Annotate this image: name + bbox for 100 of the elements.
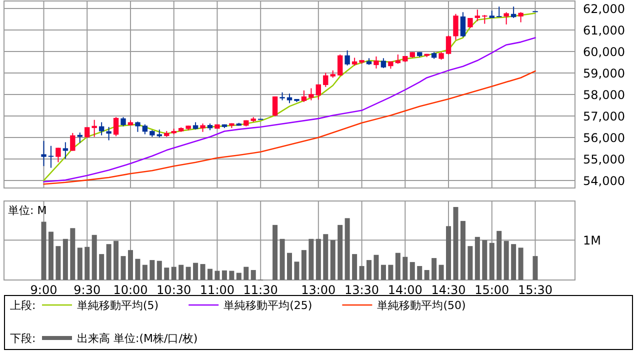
bar [301, 250, 306, 280]
bar [193, 262, 198, 280]
candlestick [92, 119, 97, 138]
bar [114, 240, 119, 280]
bar [518, 248, 524, 280]
candlestick [98, 122, 104, 136]
bar [532, 256, 538, 280]
x-tick-label: 13:30 [344, 283, 380, 297]
bar [395, 252, 400, 280]
candlestick [106, 126, 112, 141]
legend-title: 下段: [10, 332, 36, 345]
bar [244, 266, 249, 280]
candlestick [446, 35, 452, 56]
legend-label: 単純移動平均(5) [77, 299, 159, 312]
bar [48, 232, 54, 280]
candlestick [308, 88, 314, 101]
x-tick-label: 11:30 [243, 283, 278, 297]
y-tick-label: 1M [583, 234, 601, 248]
bar [482, 240, 488, 280]
bar [236, 272, 242, 280]
candlestick [510, 6, 516, 18]
bar [106, 244, 112, 280]
candlestick [113, 116, 119, 137]
bar [164, 268, 170, 280]
bar [417, 266, 422, 280]
bar [366, 260, 372, 280]
bar [453, 206, 458, 280]
candlestick [504, 12, 509, 25]
bar [344, 218, 350, 280]
x-tick-label: 13:00 [301, 283, 336, 297]
bar [308, 238, 314, 280]
y-axis-title: 単位: M [8, 204, 47, 217]
candlestick [272, 96, 278, 117]
candlestick [344, 50, 350, 66]
x-tick-label: 10:30 [156, 283, 192, 297]
bar [402, 256, 408, 280]
bar [214, 270, 220, 280]
bar [62, 238, 68, 280]
y-tick-label: 57,000 [583, 109, 625, 124]
x-tick-label: 14:00 [388, 283, 422, 297]
bar [142, 264, 148, 280]
bar [150, 260, 155, 280]
candlestick [41, 140, 46, 167]
candlestick [286, 93, 292, 104]
bar [380, 264, 386, 280]
y-tick-label: 60,000 [583, 45, 625, 60]
legend-label: 単純移動平均(50) [377, 299, 466, 312]
bar [468, 246, 473, 280]
bar [92, 234, 97, 280]
legend: 下段: 出来高 単位:(M株/口/枚) [10, 332, 198, 345]
candlestick [374, 56, 379, 69]
bar [156, 260, 162, 280]
candlestick [316, 84, 322, 100]
bar [460, 220, 466, 280]
bar [496, 230, 502, 280]
x-tick-label: 10:00 [113, 283, 148, 297]
bar [120, 256, 126, 280]
candlestick [120, 116, 126, 127]
candlestick [56, 147, 61, 163]
candlestick [301, 90, 307, 103]
candlestick [135, 121, 140, 132]
bar [222, 270, 227, 280]
x-tick-label: 9:00 [30, 283, 58, 297]
candlestick [482, 14, 488, 24]
candlestick [77, 132, 82, 144]
candlestick [496, 6, 502, 18]
bar [294, 262, 300, 280]
bar [56, 246, 61, 280]
bar [489, 242, 494, 280]
bar [359, 266, 364, 280]
bar [178, 264, 184, 280]
bar [41, 222, 46, 280]
bar [70, 228, 76, 280]
y-tick-label: 56,000 [583, 130, 625, 145]
x-tick-label: 9:30 [74, 283, 101, 297]
bar [504, 240, 509, 280]
y-tick-label: 54,000 [583, 174, 625, 188]
candlestick [142, 124, 148, 135]
x-tick-label: 15:30 [518, 283, 553, 297]
candlestick [84, 126, 90, 138]
bar [388, 264, 394, 280]
candlestick [474, 9, 480, 22]
bar [352, 254, 358, 280]
bar [200, 264, 206, 280]
candlestick [62, 142, 68, 160]
bar [432, 258, 437, 280]
bar [374, 254, 379, 280]
bar [186, 266, 191, 280]
bar [229, 270, 234, 280]
legend-title: 上段: [10, 299, 36, 312]
bar [338, 224, 343, 280]
candlestick [380, 58, 386, 69]
candlestick [460, 12, 466, 38]
candlestick [518, 12, 524, 23]
y-tick-label: 58,000 [583, 88, 625, 102]
bar [99, 254, 104, 280]
bar [77, 248, 82, 280]
candlestick [70, 132, 76, 152]
bar [84, 246, 90, 280]
bar [316, 238, 321, 280]
